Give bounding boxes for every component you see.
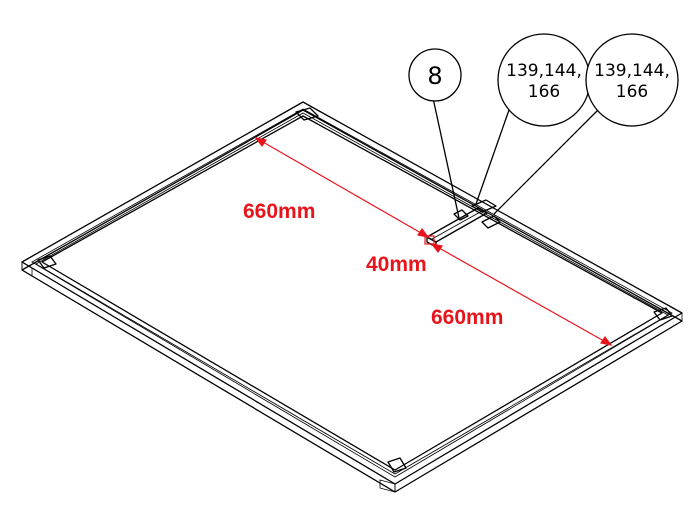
dimension-annotations (254, 137, 613, 346)
arrow-lower-end (600, 335, 613, 346)
balloon-b-line-1: 139,144, (594, 61, 670, 81)
corner-bracket-top (295, 107, 319, 121)
arrow-upper-start (254, 137, 267, 148)
leader-lines (432, 97, 599, 219)
callout-balloon-part-a: 139,144, 166 (497, 33, 591, 127)
dimension-gap-marker (424, 235, 435, 245)
dimension-label-lower: 660mm (431, 306, 503, 329)
balloon-a-line-2: 166 (528, 82, 560, 102)
frame-inner-edge (41, 115, 663, 471)
arrow-lower-start (430, 243, 443, 254)
leader-balloon-8 (432, 97, 460, 219)
frame-assembly (21, 101, 683, 493)
frame-slot-groove-2 (35, 112, 669, 475)
leader-balloon-b (493, 109, 599, 215)
corner-bracket-right (653, 307, 673, 321)
dimension-label-gap: 40mm (366, 253, 427, 276)
corner-bracket-bottom (387, 457, 407, 473)
balloon-8-label: 8 (427, 62, 442, 90)
dimension-line-lower (431, 243, 612, 346)
leader-balloon-a (475, 109, 510, 205)
left-end-cap (21, 261, 33, 277)
dimension-label-upper: 660mm (243, 200, 315, 223)
dimension-labels: 660mm 40mm 660mm (243, 200, 503, 329)
cross-member (426, 199, 501, 248)
balloon-a-line-1: 139,144, (506, 61, 582, 81)
frame-slot-groove (31, 108, 673, 478)
callout-balloon-8: 8 (408, 48, 462, 102)
corner-bracket-left (37, 255, 57, 269)
callout-balloon-part-b: 139,144, 166 (585, 33, 679, 127)
bottom-end-cap (379, 479, 396, 493)
arrow-upper-end (417, 227, 430, 238)
balloon-b-line-2: 166 (616, 82, 648, 102)
frame-outer-edge (21, 101, 683, 485)
dimension-line-upper (255, 137, 429, 238)
frame-outer-edge-lower (21, 109, 683, 493)
